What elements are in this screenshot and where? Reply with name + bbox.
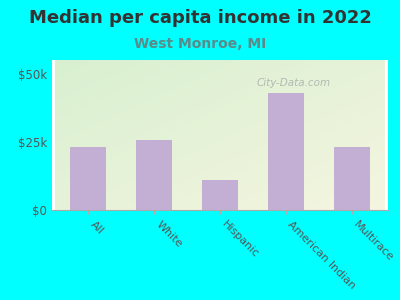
Bar — [136, 140, 172, 210]
Text: City-Data.com: City-Data.com — [257, 77, 331, 88]
Text: Median per capita income in 2022: Median per capita income in 2022 — [28, 9, 372, 27]
Bar — [70, 147, 106, 210]
Text: West Monroe, MI: West Monroe, MI — [134, 38, 266, 52]
Bar — [334, 147, 370, 210]
Bar — [202, 180, 238, 210]
Bar — [268, 93, 304, 210]
